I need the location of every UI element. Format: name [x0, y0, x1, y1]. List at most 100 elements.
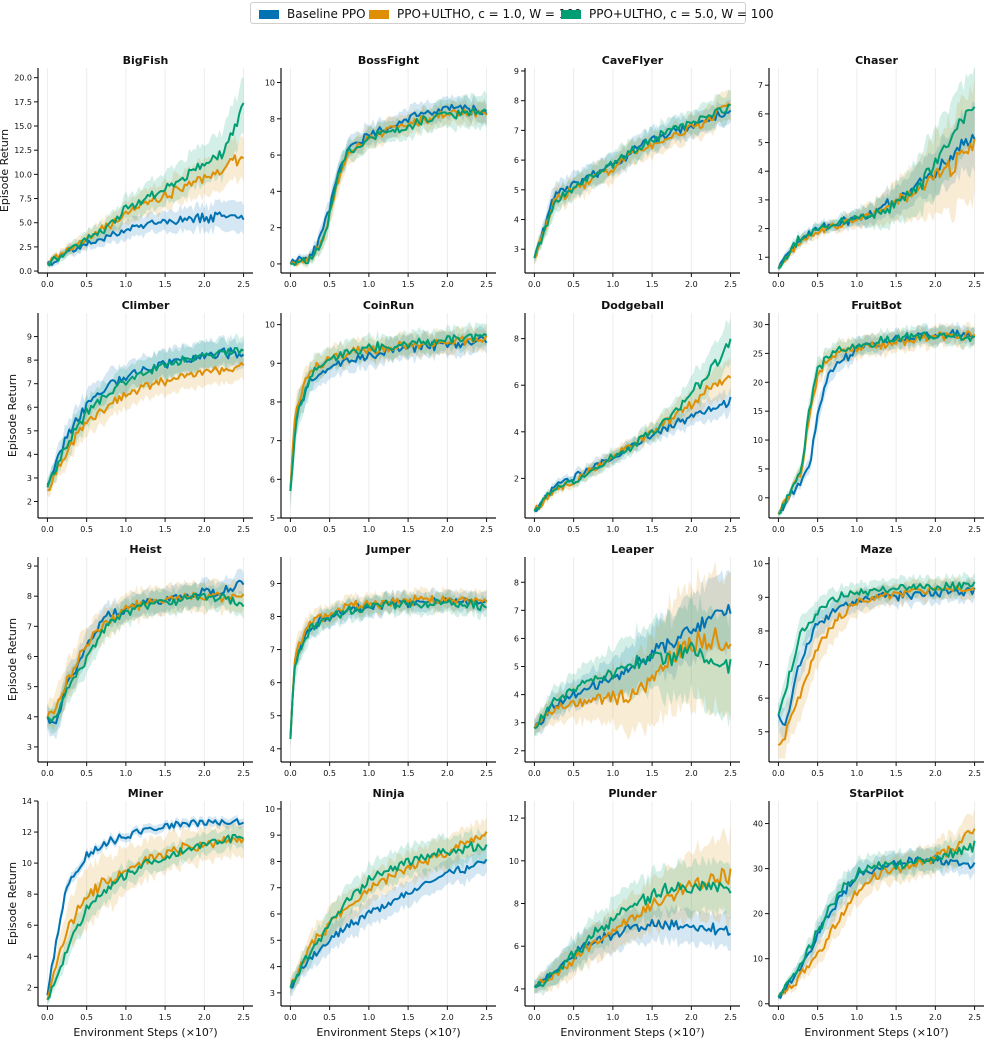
y-tick-label: 5: [270, 514, 275, 523]
y-tick-label: 8: [270, 613, 275, 622]
band-dodgeball-0: [534, 386, 731, 514]
y-tick-label: 12: [22, 828, 32, 837]
band-climber-1: [47, 347, 244, 498]
y-tick-label: 0.0: [19, 267, 32, 276]
y-tick-label: 3: [514, 719, 519, 728]
x-tick-label: 1.5: [159, 1013, 172, 1022]
series-line-maze-2: [777, 581, 976, 716]
band-starpilot-1: [778, 809, 975, 1000]
x-tick-label: 1.5: [159, 525, 172, 534]
y-tick-label: 17.5: [14, 98, 32, 107]
y-tick-label: 8: [270, 115, 275, 124]
y-tick-label: 9: [758, 593, 763, 602]
series-line-miner-0: [46, 818, 245, 996]
legend-swatch-ultho-c5: [561, 9, 581, 19]
series-line-climber-0: [46, 347, 245, 486]
y-tick-label: 6: [514, 156, 519, 165]
y-tick-label: 10: [753, 436, 763, 445]
x-tick-label: 0.5: [323, 280, 336, 289]
band-miner-1: [47, 819, 244, 1005]
subplot-title-plunder: Plunder: [608, 787, 657, 800]
x-tick-label: 1.0: [363, 280, 376, 289]
x-tick-label: 0.0: [284, 280, 297, 289]
x-tick-label: 0.0: [284, 769, 297, 778]
y-tick-label: 3: [27, 474, 32, 483]
x-tick-label: 1.0: [851, 280, 864, 289]
x-tick-label: 1.5: [159, 280, 172, 289]
series-line-coinrun-2: [289, 333, 488, 491]
x-tick-label: 2.0: [929, 525, 942, 534]
y-tick-label: 8: [514, 335, 519, 344]
y-tick-label: 6: [270, 679, 275, 688]
x-tick-label: 0.0: [528, 1013, 541, 1022]
band-fruitbot-2: [778, 322, 975, 517]
y-tick-label: 7: [514, 606, 519, 615]
y-tick-label: 4: [514, 985, 519, 994]
band-leaper-0: [534, 569, 731, 737]
x-tick-label: 0.5: [811, 525, 824, 534]
y-tick-label: 8: [514, 900, 519, 909]
y-tick-label: 0: [758, 1000, 763, 1009]
x-tick-label: 2.5: [724, 280, 737, 289]
series-line-jumper-1: [289, 594, 488, 739]
y-tick-label: 2: [758, 225, 763, 234]
y-tick-label: 4: [758, 167, 763, 176]
band-fruitbot-0: [778, 321, 975, 517]
subplot-caveflyer: 0.0 0.5 1.0 1.5 2.0 2.5 3 4 5 6 7 8 9 CaveFlyer: [514, 54, 740, 289]
y-tick-label: 0: [270, 260, 275, 269]
y-tick-label: 7: [27, 622, 32, 631]
y-tick-label: 10: [265, 805, 275, 814]
y-tick-label: 6: [27, 921, 32, 930]
y-tick-label: 6: [27, 403, 32, 412]
x-tick-label: 0.5: [567, 1013, 580, 1022]
y-tick-label: 10: [265, 79, 275, 88]
x-tick-label: 2.5: [968, 280, 981, 289]
y-tick-label: 1: [758, 253, 763, 262]
subplot-title-maze: Maze: [860, 543, 892, 556]
series-line-plunder-2: [534, 880, 732, 989]
band-coinrun-1: [290, 324, 487, 506]
x-tick-label: 2.0: [441, 1013, 454, 1022]
x-tick-label: 2.5: [480, 525, 493, 534]
x-tick-label: 1.0: [363, 769, 376, 778]
x-tick-label: 2.5: [237, 1013, 250, 1022]
x-tick-label: 2.0: [685, 525, 698, 534]
y-tick-label: 9: [270, 831, 275, 840]
x-tick-label: 1.0: [607, 769, 620, 778]
x-axis-label: Environment Steps (×10⁷): [316, 1026, 460, 1039]
x-tick-label: 1.0: [851, 525, 864, 534]
subplot-coinrun: 0.0 0.5 1.0 1.5 2.0 2.5 5 6 7 8 9 10 CoinRun: [265, 299, 496, 534]
x-tick-label: 1.5: [646, 1013, 659, 1022]
y-tick-label: 8: [270, 857, 275, 866]
y-tick-label: 2: [270, 224, 275, 233]
y-tick-label: 4: [270, 963, 275, 972]
x-tick-label: 1.5: [890, 280, 903, 289]
x-axis-label: Environment Steps (×10⁷): [804, 1026, 948, 1039]
y-tick-label: 6: [514, 634, 519, 643]
subplot-jumper: 0.0 0.5 1.0 1.5 2.0 2.5 4 5 6 7 8 9 Jumper: [270, 543, 496, 778]
series-line-climber-2: [46, 347, 244, 488]
x-tick-label: 1.5: [402, 525, 415, 534]
series-line-heist-2: [46, 592, 245, 722]
y-tick-label: 4: [27, 952, 32, 961]
y-tick-label: 2: [514, 747, 519, 756]
subplot-title-bossfight: BossFight: [358, 54, 419, 67]
series-line-chaser-2: [777, 106, 976, 270]
x-tick-label: 0.5: [323, 525, 336, 534]
subplot-title-bigfish: BigFish: [123, 54, 169, 67]
band-caveflyer-2: [534, 89, 731, 265]
y-tick-label: 8: [514, 578, 519, 587]
y-tick-label: 7: [270, 646, 275, 655]
y-tick-label: 20: [753, 378, 763, 387]
subplot-title-heist: Heist: [129, 543, 161, 556]
subplot-title-jumper: Jumper: [365, 543, 411, 556]
x-tick-label: 1.5: [402, 1013, 415, 1022]
band-ninja-2: [290, 827, 487, 995]
y-tick-label: 2: [27, 498, 32, 507]
legend-swatch-ultho-c1: [369, 9, 389, 19]
y-tick-label: 10.0: [14, 170, 32, 179]
x-tick-label: 1.5: [890, 1013, 903, 1022]
x-tick-label: 0.0: [41, 769, 54, 778]
y-tick-label: 12.5: [14, 146, 32, 155]
